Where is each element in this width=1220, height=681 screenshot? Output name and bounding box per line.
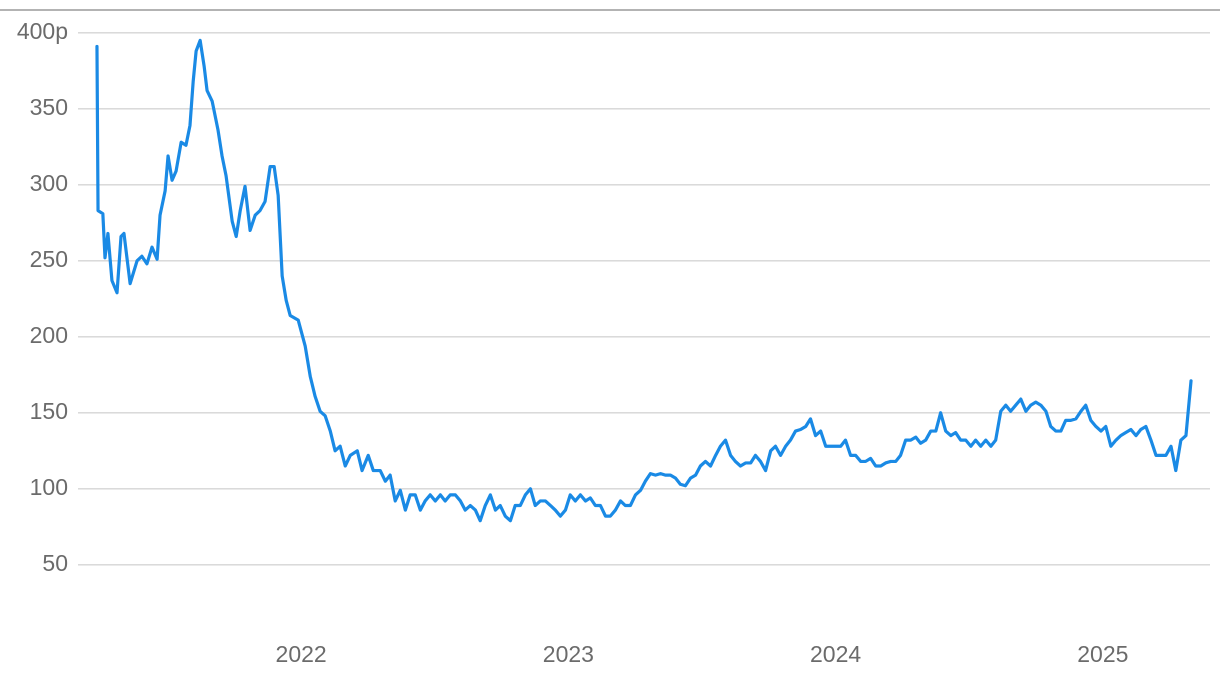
x-tick-label: 2022: [276, 641, 327, 667]
x-tick-label: 2023: [543, 641, 594, 667]
y-tick-label: 100: [30, 474, 68, 500]
x-tick-label: 2024: [810, 641, 861, 667]
y-tick-label: 400p: [17, 18, 68, 44]
y-tick-label: 350: [30, 94, 68, 120]
x-tick-label: 2025: [1077, 641, 1128, 667]
y-tick-label: 200: [30, 322, 68, 348]
y-tick-label: 250: [30, 246, 68, 272]
y-tick-label: 150: [30, 398, 68, 424]
y-tick-label: 300: [30, 170, 68, 196]
price-line: [95, 38, 1193, 523]
y-tick-label: 50: [42, 550, 68, 576]
